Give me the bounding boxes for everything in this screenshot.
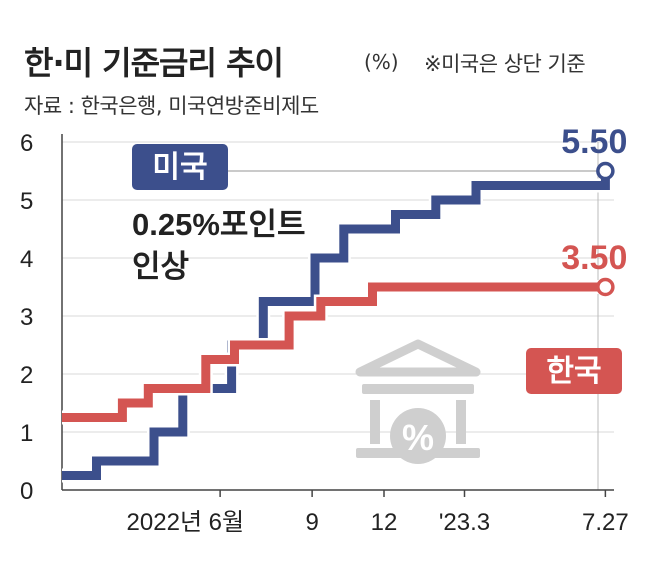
bank-column — [456, 400, 466, 444]
percent-icon-label: % — [402, 417, 434, 458]
y-tick-label: 0 — [20, 478, 33, 505]
legend-kr-box — [526, 348, 622, 394]
bank-roof — [355, 339, 481, 377]
series-end-label: 3.50 — [561, 239, 627, 277]
legend-kr-label: 한국 — [546, 355, 601, 388]
bank-percent-icon: % — [355, 339, 481, 464]
series-line — [62, 282, 606, 422]
grid — [62, 141, 614, 490]
series-layer — [62, 161, 615, 483]
y-tick-label: 4 — [20, 246, 33, 273]
annotation-line1: 0.25%포인트 — [132, 207, 305, 242]
y-tick-label: 5 — [20, 188, 33, 215]
series-outline — [62, 280, 606, 425]
legend-us-box — [132, 144, 228, 190]
annotation-line2: 인상 — [132, 249, 189, 284]
x-tick-label: 12 — [371, 509, 398, 536]
bank-column — [370, 400, 380, 444]
x-tick-label: 7.27 — [582, 509, 629, 536]
y-tick-label: 6 — [20, 130, 33, 157]
x-tick-label: '23.3 — [439, 509, 490, 536]
y-tick-label: 2 — [20, 362, 33, 389]
y-tick-label: 3 — [20, 304, 33, 331]
source-credit: 자료 : 한국은행, 미국연방준비제도 — [24, 94, 319, 118]
series-line — [62, 171, 610, 480]
series-end-point — [596, 277, 615, 297]
x-tick-label: 2022년 6월 — [127, 509, 245, 536]
legend-us-label: 미국 — [152, 151, 207, 184]
series-end-point — [596, 161, 615, 181]
note: ※미국은 상단 기준 — [424, 52, 586, 76]
title-unit: (%) — [364, 50, 399, 74]
page-title: 한·미 기준금리 추이 — [24, 44, 284, 82]
bank-coin — [390, 408, 446, 464]
x-tick-label: 9 — [305, 509, 318, 536]
bank-architrave — [362, 384, 474, 394]
y-tick-label: 1 — [20, 420, 33, 447]
series-end-label: 5.50 — [561, 123, 627, 161]
